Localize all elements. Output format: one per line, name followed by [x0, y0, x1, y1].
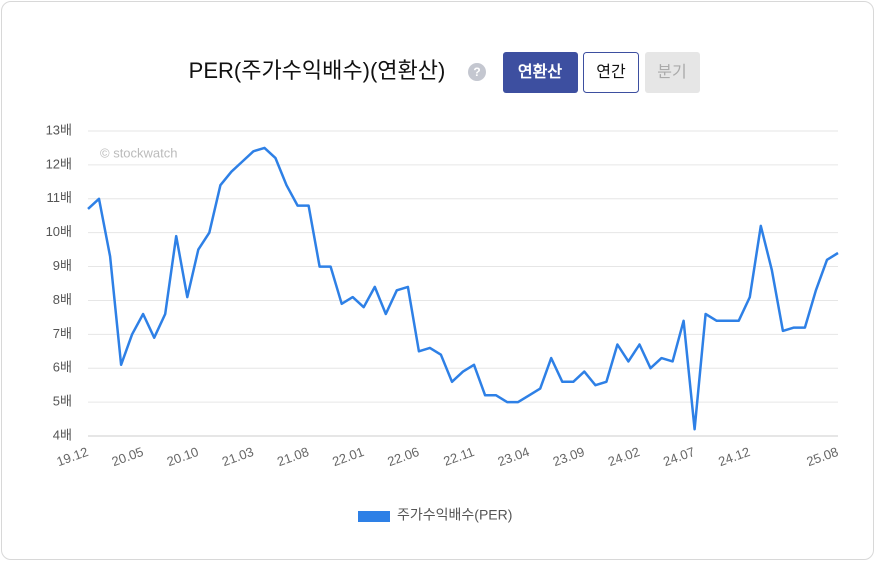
legend-swatch [358, 511, 390, 522]
y-tick-label: 7배 [53, 326, 72, 341]
x-tick-label: 22.06 [385, 444, 421, 469]
help-icon[interactable] [468, 63, 486, 81]
x-tick-label: 22.01 [330, 444, 366, 469]
x-tick-label: 19.12 [54, 444, 90, 469]
y-tick-label: 8배 [53, 292, 72, 307]
series-line [87, 146, 839, 431]
x-tick-label: 24.02 [606, 444, 642, 469]
y-tick-label: 13배 [46, 122, 72, 137]
button-annual-ized[interactable] [503, 52, 578, 93]
y-tick-label: 10배 [46, 224, 72, 239]
y-tick-label: 5배 [53, 394, 72, 409]
watermark: © stockwatch [100, 145, 178, 160]
x-tick-label: 20.05 [110, 444, 146, 469]
x-tick-label: 23.09 [551, 444, 587, 469]
button-label: 연간 [596, 63, 626, 81]
x-tick-label: 22.11 [441, 444, 476, 469]
x-tick-label: 25.08 [804, 444, 840, 469]
help-icon-mark: ? [473, 65, 480, 79]
y-tick-label: 6배 [53, 360, 72, 375]
chart-title: PER(주가수익배수)(연환산) [189, 58, 446, 83]
y-tick-label: 9배 [53, 258, 72, 273]
x-tick-label: 24.07 [661, 444, 697, 469]
x-tick-label: 23.04 [496, 444, 532, 469]
x-tick-label: 21.08 [275, 444, 311, 469]
legend-label: 주가수익배수(PER) [397, 507, 512, 523]
x-tick-label: 21.03 [220, 444, 256, 469]
x-tick-label: 24.12 [716, 444, 752, 469]
button-label: 연환산 [518, 63, 562, 81]
y-tick-label: 11배 [47, 190, 72, 205]
button-label: 분기 [657, 63, 686, 81]
button-annual[interactable] [583, 52, 639, 93]
y-tick-label: 12배 [46, 156, 72, 171]
y-tick-label: 4배 [53, 427, 72, 442]
button-quarter[interactable] [645, 52, 700, 93]
x-tick-label: 20.10 [165, 444, 201, 469]
